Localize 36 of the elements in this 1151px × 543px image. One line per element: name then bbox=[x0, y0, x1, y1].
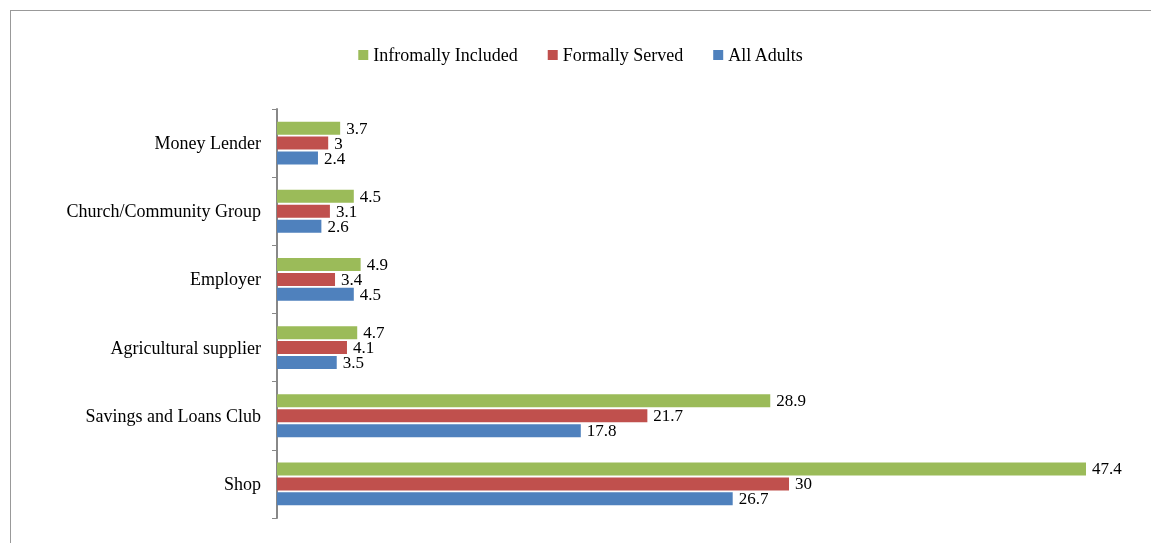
legend-label: Infromally Included bbox=[373, 45, 518, 65]
bar bbox=[277, 121, 341, 135]
bar bbox=[277, 462, 1086, 476]
data-label: 3.7 bbox=[346, 118, 368, 138]
data-label: 17.8 bbox=[586, 421, 617, 441]
bar bbox=[277, 189, 354, 203]
y-tick-label: Church/Community Group bbox=[66, 201, 261, 222]
bar bbox=[277, 394, 771, 408]
y-tick-label: Savings and Loans Club bbox=[85, 405, 261, 426]
bar bbox=[277, 136, 329, 150]
legend-label: All Adults bbox=[728, 45, 803, 65]
bar bbox=[277, 424, 581, 438]
bar bbox=[277, 492, 733, 506]
y-tick-label: Shop bbox=[223, 473, 261, 494]
data-label: 4.5 bbox=[359, 186, 382, 206]
bar bbox=[277, 341, 347, 355]
data-label: 47.4 bbox=[1092, 459, 1123, 479]
data-label: 4.9 bbox=[366, 254, 388, 274]
bar bbox=[277, 326, 358, 340]
y-tick-label: Agricultural supplier bbox=[110, 337, 261, 358]
data-label: 26.7 bbox=[738, 489, 769, 509]
bar bbox=[277, 204, 330, 218]
y-tick-label: Money Lender bbox=[154, 133, 261, 154]
bar bbox=[277, 219, 322, 233]
bar bbox=[277, 287, 354, 301]
bar bbox=[277, 409, 648, 423]
y-tick-label: Employer bbox=[190, 269, 261, 290]
legend-label: Formally Served bbox=[562, 45, 684, 65]
bar bbox=[277, 356, 337, 370]
bar bbox=[277, 272, 336, 286]
data-label: 21.7 bbox=[653, 406, 684, 426]
data-label: 30 bbox=[795, 474, 813, 494]
data-label: 28.9 bbox=[776, 391, 806, 411]
bar bbox=[277, 477, 790, 491]
bar bbox=[277, 257, 361, 271]
bar bbox=[277, 151, 318, 165]
